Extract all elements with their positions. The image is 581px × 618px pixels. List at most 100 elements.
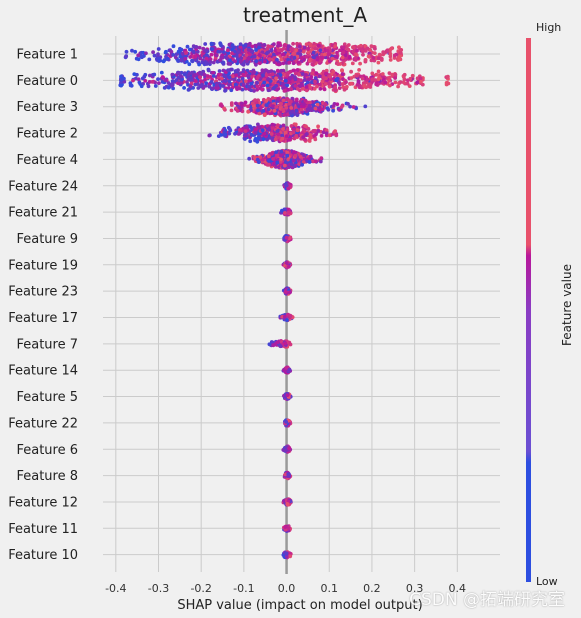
shap-point (282, 85, 286, 90)
feature-label: Feature 0 (16, 74, 78, 89)
shap-point (402, 77, 407, 82)
shap-point (313, 76, 318, 80)
shap-point (276, 132, 281, 137)
feature-labels: Feature 1 Feature 0 Feature 3 Feature 2 Feat… (8, 48, 78, 564)
shap-point (300, 72, 305, 76)
shap-point (289, 106, 294, 110)
shap-point (267, 57, 272, 62)
shap-point (243, 43, 248, 48)
shap-point (388, 51, 393, 56)
shap-point (298, 49, 303, 53)
shap-point (270, 152, 274, 156)
shap-point (291, 158, 296, 163)
feature-label: Feature 5 (16, 390, 78, 405)
shap-point (327, 59, 332, 63)
shap-point (281, 82, 285, 86)
shap-point (124, 54, 128, 59)
shap-point (358, 61, 362, 66)
shap-point (309, 108, 314, 112)
shap-point (286, 80, 291, 84)
shap-point (139, 84, 144, 89)
shap-point (363, 58, 368, 62)
shap-point (369, 58, 374, 63)
shap-point (136, 77, 141, 82)
shap-point (388, 58, 393, 62)
shap-point (257, 61, 262, 66)
shap-point (119, 74, 123, 79)
shap-point (163, 78, 168, 83)
shap-point (333, 129, 338, 134)
shap-point (318, 86, 323, 91)
shap-point (222, 50, 226, 54)
shap-point (263, 59, 267, 64)
shap-point (254, 59, 259, 64)
shap-point (285, 72, 290, 77)
shap-point (264, 73, 269, 77)
shap-point (195, 49, 200, 54)
shap-point (446, 74, 450, 79)
shap-point (317, 74, 322, 79)
shap-point (184, 59, 189, 64)
shap-point (262, 80, 267, 85)
shap-point (215, 83, 219, 88)
shap-point (190, 70, 194, 75)
shap-point (246, 48, 251, 52)
shap-point (328, 74, 332, 79)
shap-point (204, 62, 209, 66)
shap-point (257, 42, 261, 47)
shap-point (147, 57, 152, 62)
shap-point (308, 43, 313, 48)
shap-point (262, 43, 267, 47)
shap-point (301, 49, 306, 54)
shap-point (199, 84, 204, 88)
shap-point (388, 83, 392, 88)
x-tick-label: -0.3 (148, 582, 169, 595)
shap-point (357, 68, 361, 72)
shap-point (397, 45, 401, 50)
shap-point (271, 157, 275, 161)
shap-point (210, 86, 215, 91)
shap-point (257, 111, 262, 116)
shap-point (233, 131, 237, 136)
shap-point (204, 81, 209, 86)
shap-point (169, 83, 174, 88)
shap-point (253, 98, 257, 103)
shap-point (331, 108, 335, 113)
shap-point (312, 41, 316, 46)
shap-point (317, 105, 322, 110)
shap-point (288, 99, 293, 104)
shap-point (336, 62, 341, 66)
shap-point (185, 44, 190, 49)
shap-point (334, 133, 339, 138)
shap-point (257, 160, 261, 165)
shap-point (177, 81, 181, 86)
shap-point (279, 153, 283, 158)
shap-point (254, 62, 258, 67)
shap-point (300, 162, 304, 167)
shap-point (380, 72, 385, 76)
shap-point (143, 78, 148, 83)
shap-point (392, 53, 397, 58)
shap-point (255, 84, 260, 89)
shap-point (337, 86, 342, 90)
shap-point (387, 75, 392, 80)
shap-point (174, 78, 179, 82)
shap-point (156, 77, 160, 81)
feature-label: Feature 3 (16, 100, 78, 115)
shap-point (349, 76, 354, 80)
shap-point (249, 88, 254, 93)
shap-point (302, 57, 306, 62)
shap-point (269, 48, 274, 53)
shap-point (326, 81, 331, 86)
shap-point (132, 72, 137, 76)
shap-point (367, 82, 372, 87)
shap-point (346, 43, 351, 47)
shap-point (295, 87, 300, 91)
shap-point (305, 132, 309, 136)
watermark: CSDN @拓端研究室 (409, 590, 565, 610)
shap-point (379, 56, 384, 61)
shap-point (148, 73, 152, 78)
shap-point (266, 77, 271, 81)
colorbar-title: Feature value (560, 264, 574, 346)
shap-point (254, 48, 258, 52)
